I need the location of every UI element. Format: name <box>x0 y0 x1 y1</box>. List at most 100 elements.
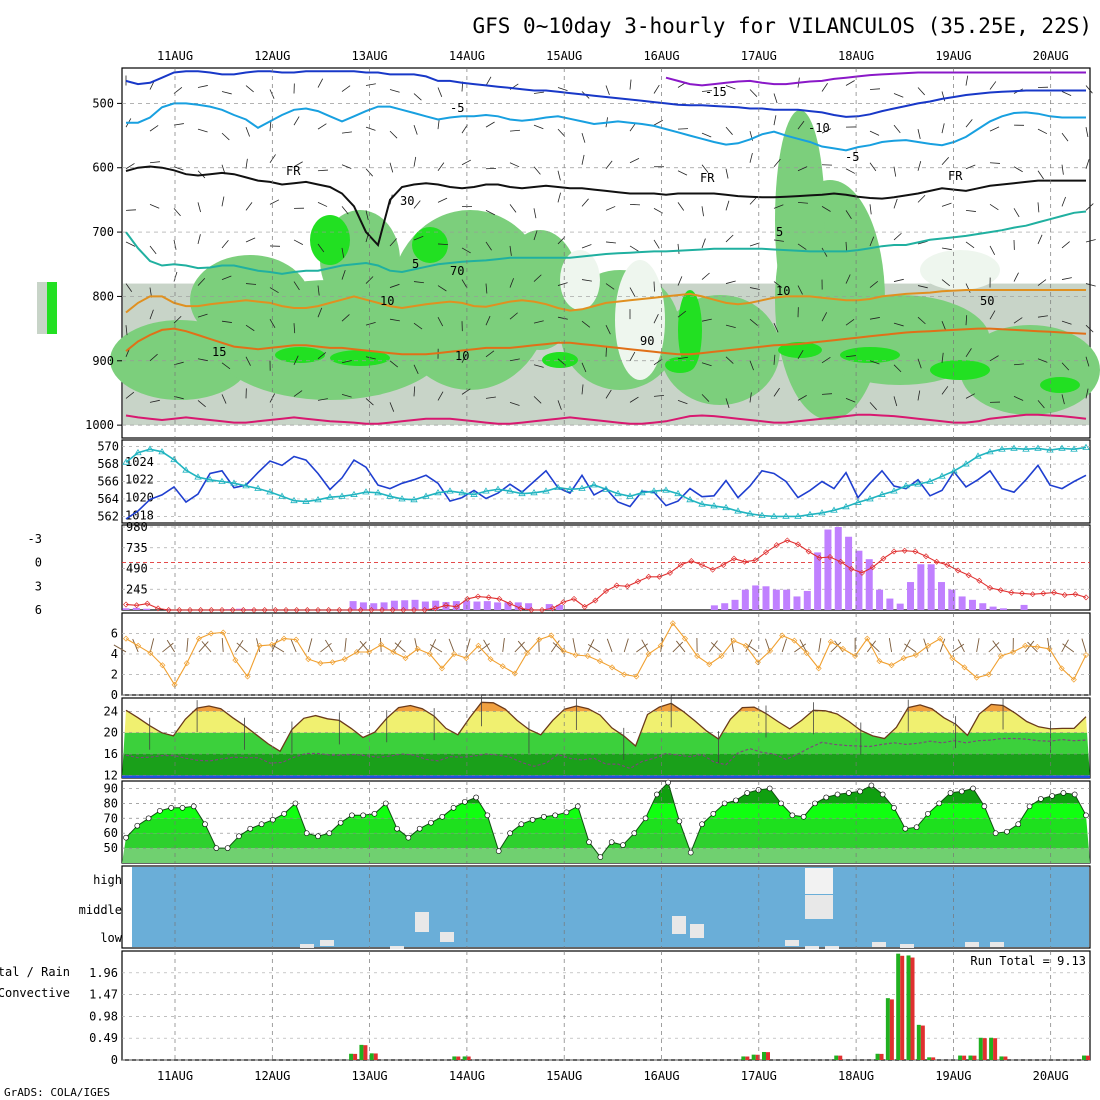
wind-speed-point <box>900 655 907 662</box>
wind-barb <box>1013 317 1023 324</box>
wind-speed-point <box>280 635 287 642</box>
wind-barb <box>749 89 758 97</box>
lifted-index-point <box>347 607 353 613</box>
thickness-point <box>338 492 346 499</box>
wind-barb <box>773 204 784 209</box>
wind-barb-10m <box>572 638 577 653</box>
rh2m-point <box>913 824 920 831</box>
cape-bar <box>834 527 842 610</box>
wind-speed-point <box>767 647 774 654</box>
precip-legend-convective: Convective <box>0 986 70 1000</box>
wind-barb <box>293 355 299 365</box>
wind-barb <box>581 384 584 395</box>
wind-barb <box>797 243 807 250</box>
wind-barb-10m <box>201 641 212 653</box>
cape-bar <box>948 589 956 610</box>
wind-barb <box>197 358 208 362</box>
thickness-point <box>614 489 622 497</box>
wind-barb <box>629 245 639 252</box>
wind-barb-10m <box>236 642 248 653</box>
lifted-index-point <box>752 557 759 564</box>
rh2m-point <box>224 845 231 851</box>
wind-barb <box>221 196 225 207</box>
rh-blob-4 <box>660 295 780 405</box>
precip-convective-bar <box>353 1053 358 1060</box>
wind-barb-10m <box>198 641 209 653</box>
wind-barb <box>725 200 730 211</box>
wind-barb <box>509 245 512 256</box>
lifted-index-point <box>827 554 833 561</box>
wind-barb <box>341 314 350 322</box>
isotherm-line <box>665 71 1086 87</box>
wind-barb <box>293 281 300 291</box>
wind-barb <box>437 197 448 203</box>
wind-barb <box>221 132 230 141</box>
wind-barb <box>701 164 709 173</box>
wind-barb <box>677 400 688 405</box>
wind-speed-point <box>305 656 312 663</box>
rh2m-point <box>981 803 988 810</box>
lifted-index-point <box>357 607 364 613</box>
wind-speed-point <box>536 636 543 643</box>
wind-barb <box>461 388 471 395</box>
precip-total-bar <box>1082 1055 1086 1060</box>
wind-barb <box>269 287 279 294</box>
rh2m-point <box>846 790 852 796</box>
wind-barb <box>533 396 542 404</box>
rh2m-point <box>597 854 604 860</box>
wind-speed-point <box>329 659 336 666</box>
lifted-index-point <box>133 602 140 609</box>
cloud-low-bar-0 <box>300 944 314 948</box>
wind-barb <box>677 170 688 176</box>
rh2m-point <box>507 830 513 836</box>
rh2m-point <box>710 810 717 817</box>
wind-barb <box>1085 283 1096 287</box>
cloud-low-bar-11 <box>900 944 914 948</box>
rh2m-point <box>145 815 152 822</box>
wind-barb <box>245 237 256 243</box>
wind-barb <box>1085 356 1090 367</box>
wind-barb-10m <box>587 643 601 653</box>
date-top-0: 11AUG <box>157 49 193 63</box>
cape-bar <box>390 600 398 610</box>
wind-speed-point <box>123 635 129 642</box>
lifted-index-point <box>197 607 204 613</box>
rh2m-point <box>766 785 773 792</box>
wind-barb <box>797 285 803 295</box>
wind-barb <box>149 399 160 403</box>
wind-barb <box>125 163 135 170</box>
precip-convective-bar <box>889 999 894 1060</box>
wind-barb-10m <box>888 638 893 653</box>
rh2m-point <box>179 805 186 811</box>
wind-barb <box>413 364 419 375</box>
rh2m-point <box>733 797 739 804</box>
cape-bar <box>793 596 801 610</box>
wind-barb <box>749 287 760 290</box>
wind-barb <box>221 362 231 370</box>
thickness-point <box>1082 443 1090 450</box>
wind-barb <box>269 199 280 205</box>
wind-barb <box>989 355 999 362</box>
thickness-point <box>302 497 310 504</box>
wind-barb <box>605 85 610 96</box>
wind-barb <box>221 91 232 95</box>
wind-speed-point <box>633 673 640 680</box>
wind-barb <box>485 76 492 86</box>
wind-barb <box>821 357 831 364</box>
cape-bar <box>814 552 822 610</box>
rh-dry-1 <box>560 250 600 310</box>
wind-barb <box>725 168 729 179</box>
wind-barb <box>1061 241 1070 249</box>
wind-barb <box>245 126 250 137</box>
temp-band-0 <box>122 775 1090 778</box>
contour-label-2: -5 <box>450 101 464 115</box>
wind-barb <box>821 312 828 322</box>
wind-barb <box>509 358 520 362</box>
wind-barb <box>845 318 855 326</box>
wind-speed-point <box>475 642 482 649</box>
wind-speed-point <box>147 649 154 656</box>
wind-barb-10m <box>271 638 278 653</box>
wind-speed-point <box>694 653 701 660</box>
precip-total-bar <box>916 1024 921 1060</box>
